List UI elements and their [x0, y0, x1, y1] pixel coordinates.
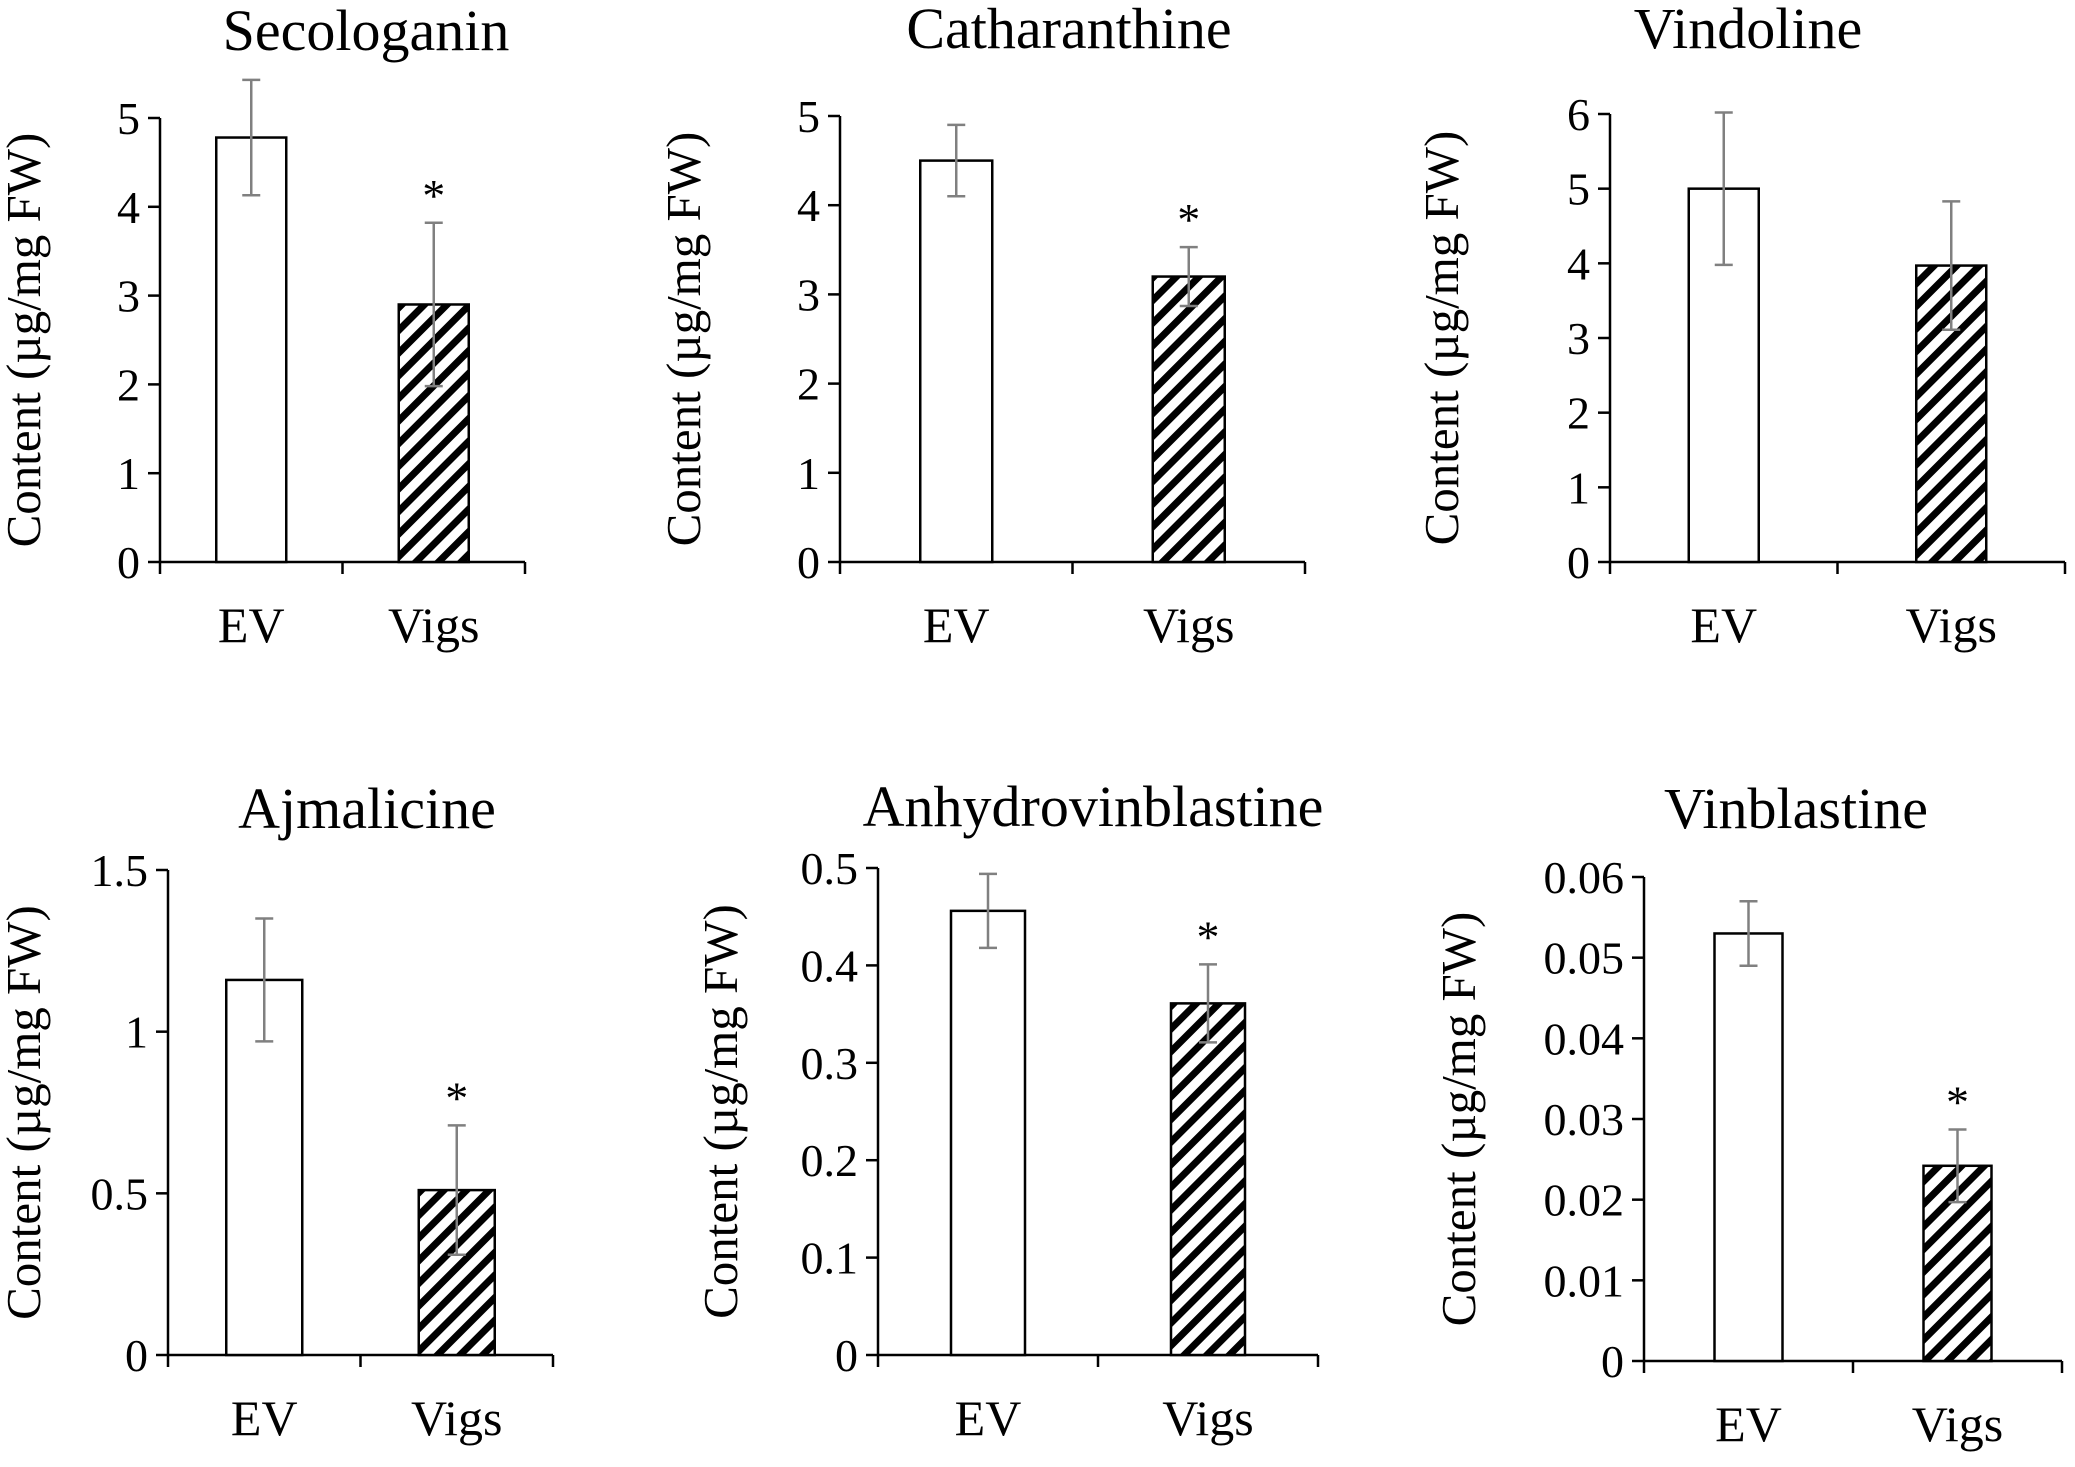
chart-group-catharanthine: Catharanthine 0 1 2 3 4 5 Content (µg/mg FW) EV *…	[656, 0, 1307, 653]
significance-star: *	[1177, 194, 1200, 245]
y-tick-label: 0	[125, 1330, 148, 1381]
chart-title: Vinblastine	[1664, 776, 1928, 841]
chart-title: Catharanthine	[906, 0, 1231, 61]
y-tick-label: 1	[797, 448, 820, 499]
bar-vigs	[1169, 1002, 1247, 1357]
x-tick-label: EV	[1715, 1396, 1782, 1452]
chart-title: Anhydrovinblastine	[863, 774, 1324, 839]
chart-title: Vindoline	[1634, 0, 1863, 61]
y-tick-label: 5	[117, 93, 140, 144]
y-tick-label: 0	[1601, 1336, 1624, 1387]
significance-star: *	[445, 1072, 468, 1123]
x-tick-label: EV	[218, 597, 285, 653]
chart-title: Ajmalicine	[238, 776, 496, 841]
y-tick-label: 0.01	[1544, 1255, 1625, 1306]
x-tick-label: Vigs	[388, 597, 479, 653]
y-tick-label: 2	[797, 359, 820, 410]
significance-star: *	[1946, 1076, 1969, 1127]
y-tick-label: 0.05	[1544, 933, 1625, 984]
y-axis-label: Content (µg/mg FW)	[0, 905, 51, 1320]
chart-group-secologanin: Secologanin 0 1 2 3 4 5 Content (µg/mg FW) EV * Vi…	[0, 0, 527, 653]
y-tick-label: 0.3	[801, 1038, 859, 1089]
y-tick-label: 0	[117, 537, 140, 588]
bar-ev	[949, 909, 1027, 1357]
y-tick-label: 0	[797, 537, 820, 588]
bar-ev	[1713, 932, 1784, 1363]
y-tick-label: 1	[1567, 462, 1590, 513]
chart-title: Secologanin	[223, 0, 510, 63]
y-tick-label: 5	[797, 91, 820, 142]
bar-vigs	[397, 303, 470, 564]
y-tick-label: 0.1	[801, 1233, 859, 1284]
y-tick-label: 0.04	[1544, 1013, 1625, 1064]
y-tick-label: 0.2	[801, 1135, 859, 1186]
y-tick-label: 0.02	[1544, 1175, 1625, 1226]
y-tick-label: 3	[797, 269, 820, 320]
y-tick-label: 5	[1567, 164, 1590, 215]
y-tick-label: 6	[1567, 89, 1590, 140]
x-tick-label: EV	[923, 597, 990, 653]
y-tick-label: 3	[117, 271, 140, 322]
y-tick-label: 4	[1567, 238, 1590, 289]
y-tick-label: 4	[797, 180, 820, 231]
y-axis-label: Content (µg/mg FW)	[1414, 131, 1469, 546]
chart-group-vinblastine: Vinblastine 0 0.01 0.02 0.03 0.04 0.05 0.06 Cont…	[1431, 776, 2064, 1452]
bar-ev	[919, 159, 994, 564]
y-tick-label: 0.4	[801, 940, 859, 991]
x-tick-label: EV	[1690, 597, 1757, 653]
y-tick-label: 4	[117, 182, 140, 233]
y-axis-label: Content (µg/mg FW)	[0, 133, 51, 548]
chart-group-ajmalicine: Ajmalicine 0 0.5 1 1.5 Content (µg/mg FW) EV * V…	[0, 776, 555, 1446]
x-tick-label: EV	[955, 1390, 1022, 1446]
x-tick-label: Vigs	[411, 1390, 502, 1446]
x-tick-label: Vigs	[1162, 1390, 1253, 1446]
y-tick-label: 2	[1567, 388, 1590, 439]
y-tick-label: 0	[835, 1330, 858, 1381]
y-tick-label: 3	[1567, 313, 1590, 364]
y-tick-label: 0.03	[1544, 1094, 1625, 1145]
x-tick-label: Vigs	[1912, 1396, 2003, 1452]
y-tick-label: 0.5	[91, 1168, 149, 1219]
y-axis-label: Content (µg/mg FW)	[693, 904, 748, 1319]
chart-group-anhydrovinblastine: Anhydrovinblastine 0 0.1 0.2 0.3 0.4 0.5 Conten…	[693, 774, 1323, 1446]
x-tick-label: EV	[231, 1390, 298, 1446]
y-tick-label: 1.5	[91, 845, 149, 896]
bar-vigs	[1151, 275, 1226, 564]
significance-star: *	[1197, 911, 1220, 962]
y-tick-label: 0.06	[1544, 852, 1625, 903]
x-tick-label: Vigs	[1143, 597, 1234, 653]
bar-ev	[215, 136, 288, 564]
y-tick-label: 1	[117, 448, 140, 499]
y-tick-label: 1	[125, 1007, 148, 1058]
y-tick-label: 0.5	[801, 843, 859, 894]
y-tick-label: 0	[1567, 537, 1590, 588]
y-tick-label: 2	[117, 359, 140, 410]
significance-star: *	[422, 170, 445, 221]
y-axis-label: Content (µg/mg FW)	[1431, 912, 1486, 1327]
x-tick-label: Vigs	[1906, 597, 1997, 653]
y-axis-label: Content (µg/mg FW)	[656, 132, 711, 547]
chart-group-vindoline: Vindoline 0 1 2 3 4 5 6 Content (µg/mg FW) EV Vigs	[1414, 0, 2067, 653]
